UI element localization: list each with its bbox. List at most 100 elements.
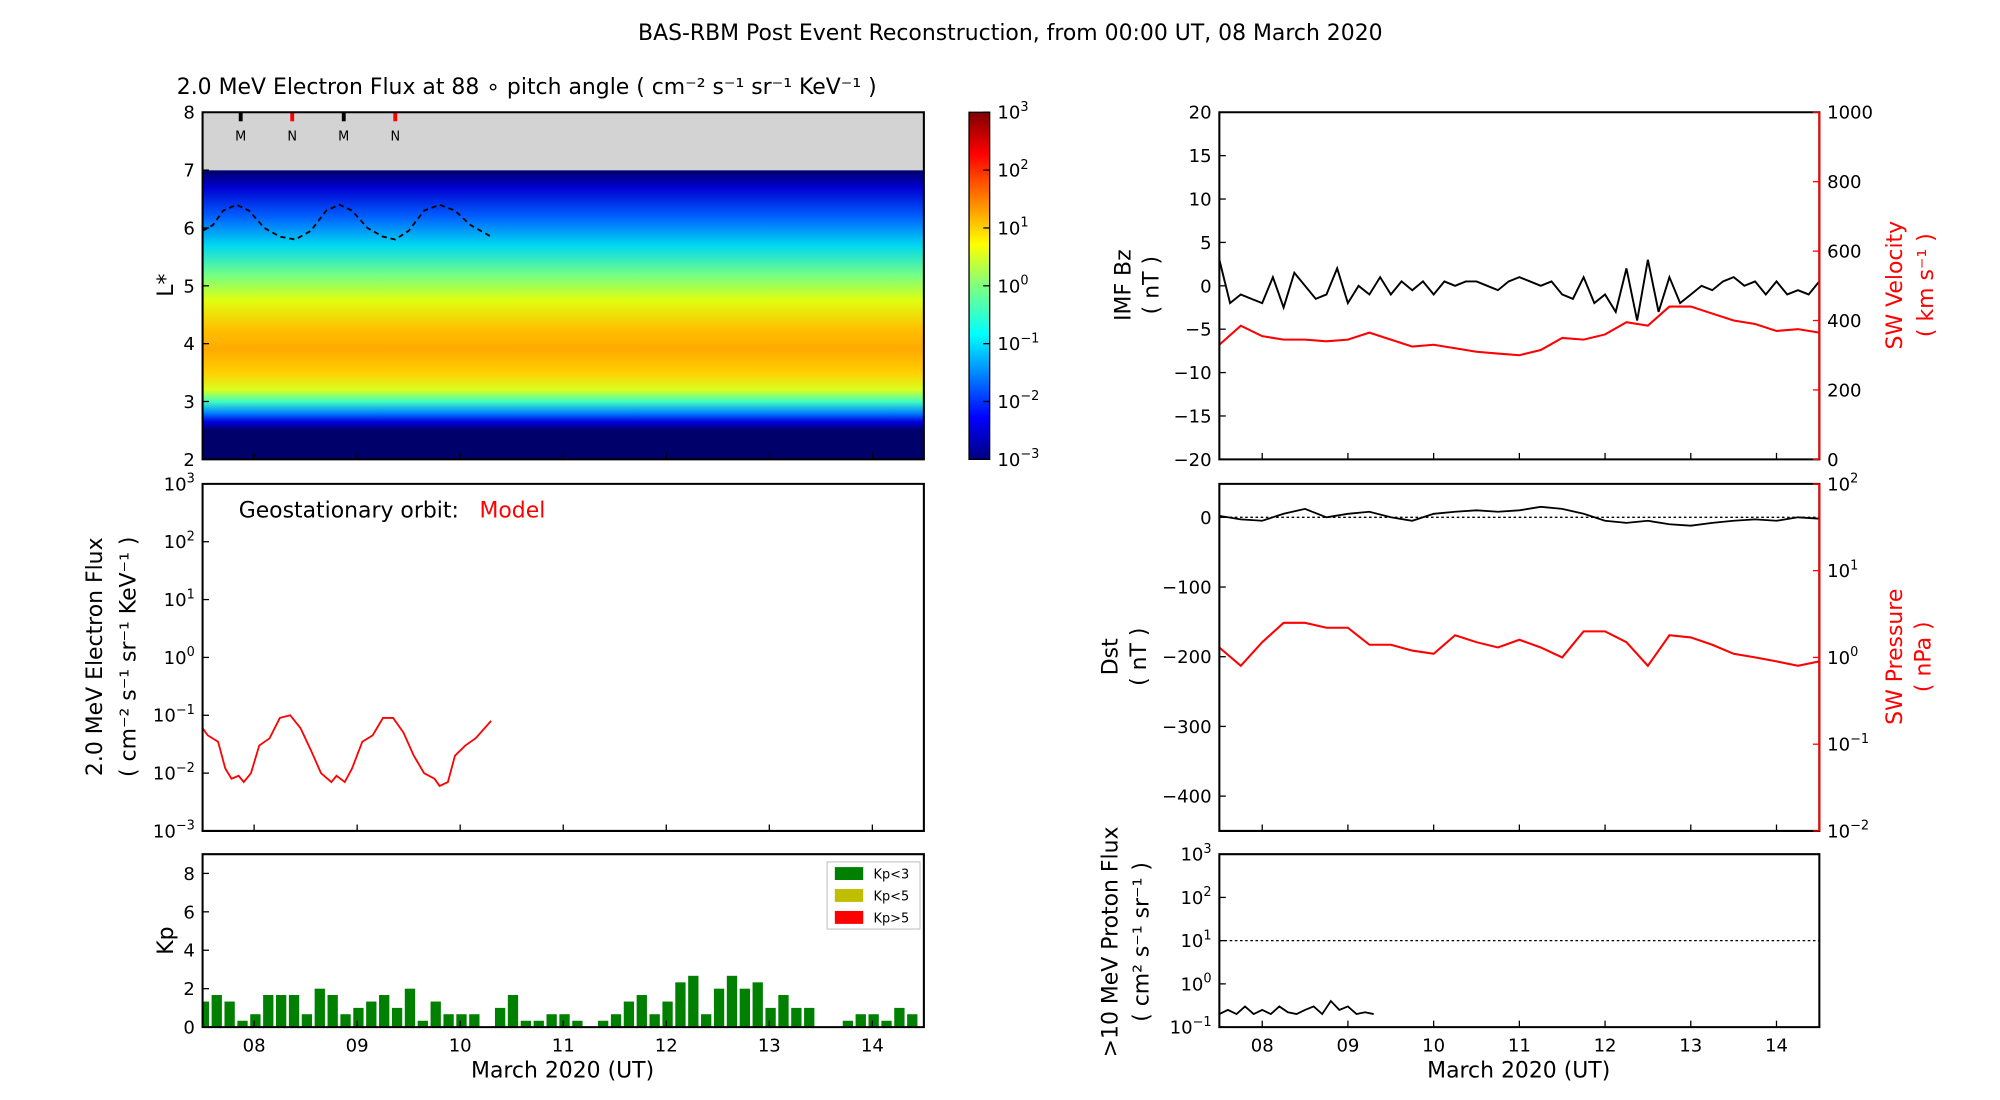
kp-bar bbox=[765, 1007, 776, 1028]
imf-tick-label: −20 bbox=[1174, 450, 1212, 471]
proton-ylabel-units: ( cm² s⁻¹ sr⁻¹ ) bbox=[1129, 862, 1154, 1022]
legend-label: Kp<5 bbox=[874, 890, 910, 905]
geo-annotation: Geostationary orbit: Model bbox=[239, 498, 546, 523]
kp-bar bbox=[379, 995, 390, 1028]
kp-bar bbox=[855, 1014, 866, 1028]
kp-bar bbox=[842, 1020, 854, 1028]
kp-bar bbox=[662, 1001, 673, 1028]
left-xlabel: March 2020 (UT) bbox=[471, 1058, 654, 1083]
dst-tick-label: 0 bbox=[1200, 508, 1211, 529]
kp-xtick-label: 13 bbox=[758, 1036, 781, 1057]
velocity-tick-label: 0 bbox=[1827, 450, 1838, 471]
kp-bar bbox=[907, 1014, 918, 1028]
kp-xtick-label: 10 bbox=[449, 1036, 472, 1057]
kp-frame bbox=[201, 853, 925, 1029]
kp-bar bbox=[520, 1020, 532, 1028]
imf-tick-label: −15 bbox=[1174, 406, 1212, 427]
dst-tick-label: −400 bbox=[1162, 787, 1212, 808]
kp-bar bbox=[250, 1014, 261, 1028]
kp-legend: Kp<3 Kp<5 Kp>5 bbox=[826, 861, 921, 930]
kp-bar bbox=[237, 1020, 248, 1028]
orbit-marker-label: N bbox=[390, 130, 400, 145]
kp-xtick-label: 11 bbox=[552, 1036, 575, 1057]
pressure-tick-label: 10−1 bbox=[1827, 732, 1869, 756]
geo-flux-line bbox=[201, 714, 492, 788]
proton-xtick-label: 11 bbox=[1508, 1036, 1531, 1057]
legend-label: Kp<3 bbox=[874, 868, 910, 883]
orbit-marker-label: N bbox=[287, 130, 297, 145]
kp-bar bbox=[598, 1020, 609, 1028]
spectrogram-nodata bbox=[202, 112, 924, 171]
legend-swatch-kp-mid bbox=[834, 889, 864, 902]
kp-bar bbox=[894, 1007, 905, 1028]
geo-tick-label: 10−2 bbox=[153, 761, 195, 785]
kp-bar bbox=[314, 988, 325, 1028]
kp-bar bbox=[469, 1014, 480, 1028]
kp-bar bbox=[739, 988, 750, 1028]
kp-bar bbox=[404, 988, 416, 1028]
pressure-ylabel: SW Pressure bbox=[1883, 589, 1908, 725]
imf-frame bbox=[1218, 111, 1821, 461]
kp-tick-label: 8 bbox=[183, 864, 194, 885]
spectrogram-image bbox=[202, 170, 924, 460]
lstar-tick-label: 2 bbox=[183, 450, 194, 471]
lstar-tick-label: 3 bbox=[183, 392, 194, 413]
kp-bar bbox=[868, 1014, 879, 1028]
kp-bar bbox=[572, 1020, 583, 1028]
right-xlabel: March 2020 (UT) bbox=[1427, 1058, 1610, 1083]
kp-bar bbox=[507, 995, 519, 1028]
sw-velocity-line bbox=[1218, 305, 1820, 357]
dst-tick-label: −300 bbox=[1162, 717, 1212, 738]
colorbar-tick-label: 103 bbox=[997, 100, 1028, 124]
kp-bar bbox=[391, 1007, 403, 1028]
imf-tick-label: −5 bbox=[1185, 320, 1212, 341]
imf-tick-label: 10 bbox=[1189, 189, 1212, 210]
proton-xtick-label: 08 bbox=[1251, 1036, 1274, 1057]
kp-bar bbox=[623, 1001, 635, 1028]
geo-tick-label: 10−3 bbox=[153, 819, 195, 843]
lstar-tick-label: 8 bbox=[183, 103, 194, 124]
pressure-tick-label: 101 bbox=[1827, 558, 1858, 582]
kp-bar bbox=[791, 1007, 802, 1028]
kp-bar bbox=[211, 995, 222, 1028]
proton-tick-label: 10−1 bbox=[1170, 1015, 1212, 1039]
proton-xtick-label: 13 bbox=[1679, 1036, 1702, 1057]
imf-bz-line bbox=[1218, 259, 1821, 321]
proton-tick-label: 101 bbox=[1180, 928, 1211, 952]
kp-bar bbox=[688, 975, 699, 1028]
sw-pressure-line bbox=[1218, 621, 1820, 668]
imf-tick-label: 0 bbox=[1200, 276, 1211, 297]
kp-bar bbox=[649, 1014, 660, 1028]
lstar-tick-label: 5 bbox=[183, 276, 194, 297]
kp-bar bbox=[610, 1014, 622, 1028]
kp-bar bbox=[202, 1001, 210, 1028]
pressure-tick-label: 100 bbox=[1827, 645, 1858, 669]
geo-lstar-dashed-line bbox=[202, 203, 492, 241]
kp-bar bbox=[559, 1014, 570, 1028]
velocity-ylabel-units: ( km s⁻¹ ) bbox=[1914, 233, 1939, 337]
kp-xtick-label: 12 bbox=[655, 1036, 678, 1057]
geo-tick-label: 102 bbox=[164, 529, 195, 553]
kp-xtick-label: 14 bbox=[861, 1036, 884, 1057]
kp-xtick-label: 08 bbox=[243, 1036, 266, 1057]
colorbar-tick-label: 102 bbox=[997, 158, 1028, 182]
kp-bar bbox=[494, 1007, 506, 1028]
kp-bar bbox=[726, 975, 738, 1028]
lstar-tick-label: 7 bbox=[183, 161, 194, 182]
dst-tick-label: −200 bbox=[1162, 647, 1212, 668]
geo-ylabel-units: ( cm⁻² s⁻¹ sr⁻¹ KeV⁻¹ ) bbox=[116, 537, 141, 777]
pressure-tick-label: 10−2 bbox=[1827, 819, 1869, 843]
dst-tick-label: −100 bbox=[1162, 577, 1212, 598]
proton-xtick-label: 14 bbox=[1765, 1036, 1788, 1057]
velocity-tick-label: 200 bbox=[1827, 380, 1861, 401]
kp-bar bbox=[366, 1001, 377, 1028]
kp-tick-label: 6 bbox=[183, 902, 194, 923]
spectrogram-title: 2.0 MeV Electron Flux at 88 ∘ pitch angl… bbox=[177, 75, 877, 100]
kp-bar bbox=[288, 995, 300, 1028]
kp-bar bbox=[275, 995, 287, 1028]
kp-ylabel: Kp bbox=[154, 926, 179, 954]
kp-bar bbox=[340, 1014, 351, 1028]
kp-bar bbox=[778, 995, 789, 1028]
colorbar-tick-label: 10−1 bbox=[997, 331, 1039, 355]
